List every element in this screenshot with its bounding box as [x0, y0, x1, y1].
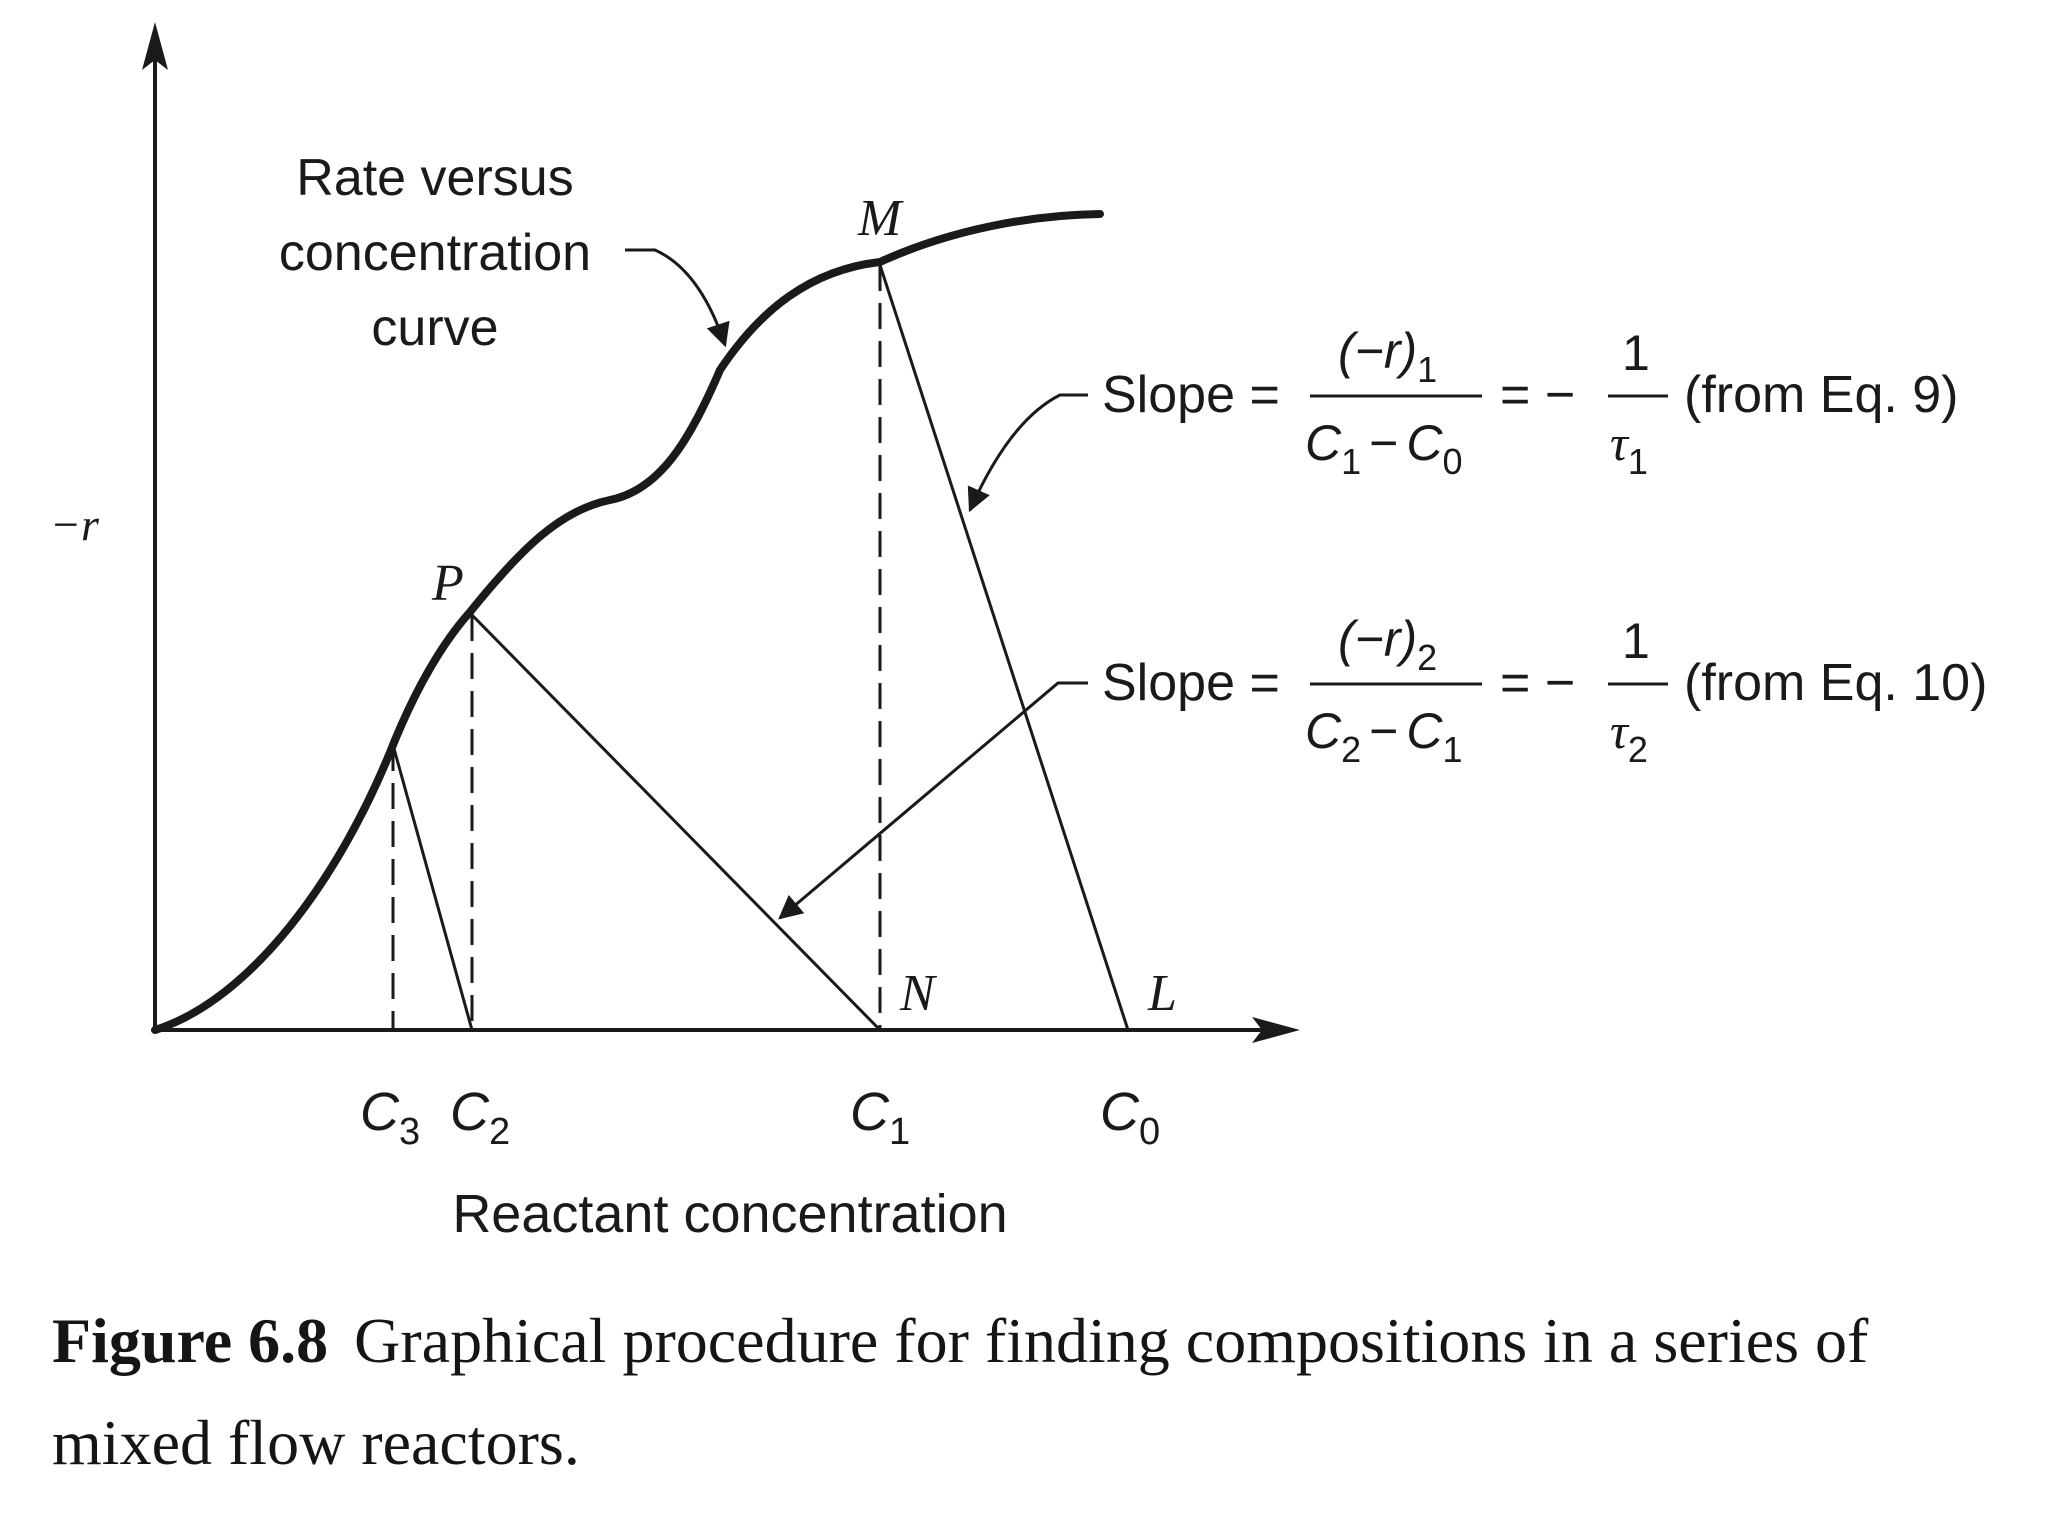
- rate-curve: [151, 210, 1104, 1034]
- tick-c2: C2: [450, 1082, 510, 1153]
- y-axis-arrow-icon: [142, 22, 168, 70]
- x-axis-arrow-icon: [1252, 1017, 1300, 1043]
- curve-label-line3: curve: [371, 299, 498, 357]
- slope1-pointer: [967, 393, 1088, 513]
- slope1-one: 1: [1622, 325, 1650, 381]
- point-l-label: L: [1147, 965, 1177, 1022]
- slope2-denominator: C2− C1: [1305, 703, 1462, 770]
- point-p-label: P: [431, 555, 464, 612]
- operating-line-stage3: [391, 744, 474, 1031]
- curve-label-line2: concentration: [279, 224, 591, 282]
- slope2-source: (from Eq. 10): [1684, 654, 1987, 712]
- tick-c1: C1: [850, 1082, 910, 1153]
- curve-label-line1: Rate versus: [296, 149, 573, 207]
- figure-caption-label: Figure 6.8: [52, 1305, 329, 1376]
- point-n-label: N: [899, 965, 938, 1022]
- slope2-tau: τ2: [1610, 703, 1648, 770]
- slope2-equals: = −: [1500, 654, 1575, 712]
- curve-label-pointer: [625, 248, 730, 348]
- y-axis-label: −r: [50, 499, 100, 550]
- tick-c0: C0: [1100, 1082, 1160, 1153]
- slope1-tau: τ1: [1610, 415, 1648, 482]
- point-m-label: M: [857, 190, 904, 247]
- figure-caption: Figure 6.8 Graphical procedure for findin…: [52, 1290, 2032, 1494]
- slope1-equals: = −: [1500, 366, 1575, 424]
- slope1-source: (from Eq. 9): [1684, 366, 1959, 424]
- operating-line-p-n: [470, 613, 882, 1032]
- slope1-numerator: (−r)1: [1338, 323, 1437, 390]
- slope1-prefix: Slope =: [1102, 366, 1280, 424]
- figure-caption-text: Graphical procedure for finding composit…: [52, 1305, 1869, 1478]
- slope2-numerator: (−r)2: [1338, 611, 1437, 678]
- slope2-equation: Slope = (−r)2 C2− C1 = − 1 τ2 (from Eq. 1…: [1102, 611, 1987, 770]
- slope1-equation: Slope = (−r)1 C1− C0 = − 1 τ1 (from Eq. 9…: [1102, 323, 1959, 482]
- slope2-prefix: Slope =: [1102, 654, 1280, 712]
- slope1-denominator: C1− C0: [1305, 415, 1462, 482]
- x-axis-label: Reactant concentration: [452, 1184, 1007, 1244]
- tick-c3: C3: [360, 1082, 420, 1153]
- operating-line-m-l: [878, 264, 1130, 1031]
- slope2-one: 1: [1622, 613, 1650, 669]
- slope2-pointer: [778, 681, 1088, 920]
